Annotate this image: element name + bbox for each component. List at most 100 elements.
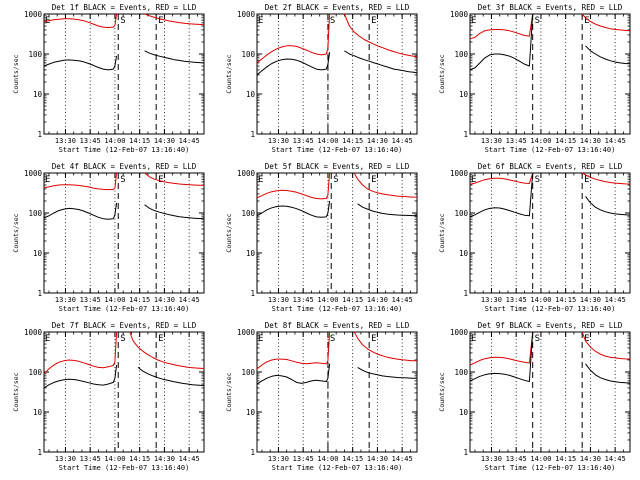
series-line-events: [357, 203, 418, 217]
y-tick-label: 1000: [24, 10, 43, 19]
x-axis-label: Start Time (12-Feb-07 13:16:40): [59, 464, 190, 472]
x-axis-label: Start Time (12-Feb-07 13:16:40): [485, 305, 616, 313]
series-line-events: [469, 172, 534, 218]
x-tick-label: 13:45: [506, 137, 527, 145]
marker-label: S: [120, 175, 125, 185]
x-tick-label: 14:45: [605, 137, 626, 145]
x-tick-label: 14:15: [342, 137, 363, 145]
x-tick-label: 13:30: [481, 137, 502, 145]
x-tick-label: 14:00: [317, 296, 338, 304]
series-line-events: [43, 55, 118, 71]
panel-title: Det 7f BLACK = Events, RED = LLD: [52, 321, 197, 330]
series-line-lld: [129, 331, 205, 369]
y-axis-label: Counts/sec: [12, 213, 20, 252]
panel-title: Det 5f BLACK = Events, RED = LLD: [265, 162, 410, 171]
x-tick-label: 14:30: [367, 455, 388, 463]
x-tick-label: 14:00: [317, 455, 338, 463]
panel-title: Det 4f BLACK = Events, RED = LLD: [52, 162, 197, 171]
x-tick-label: 14:30: [580, 296, 601, 304]
marker-label: S: [535, 175, 540, 185]
marker-label: E: [471, 16, 476, 26]
series-line-lld: [353, 172, 417, 198]
marker-label: E: [371, 175, 376, 185]
y-tick-label: 100: [28, 209, 42, 218]
y-tick-label: 1000: [237, 328, 256, 337]
x-tick-label: 13:30: [55, 296, 76, 304]
x-axis-label: Start Time (12-Feb-07 13:16:40): [485, 146, 616, 154]
y-tick-label: 100: [241, 50, 255, 59]
x-tick-label: 14:45: [179, 455, 200, 463]
y-tick-label: 1000: [450, 169, 469, 178]
series-line-events: [144, 50, 205, 64]
marker-label: E: [158, 334, 163, 344]
panel-3: Det 3f BLACK = Events, RED = LLD 1000 100 1…: [438, 3, 631, 154]
marker-label: E: [45, 175, 50, 185]
x-tick-label: 14:30: [154, 296, 175, 304]
series-line-lld: [43, 13, 118, 28]
y-axis-label: Counts/sec: [225, 213, 233, 252]
panel-title: Det 3f BLACK = Events, RED = LLD: [478, 3, 623, 12]
series-line-lld: [353, 331, 418, 362]
series-line-lld: [43, 331, 118, 375]
series-line-lld: [469, 13, 534, 40]
panel-title: Det 1f BLACK = Events, RED = LLD: [52, 3, 197, 12]
y-tick-label: 1: [37, 130, 42, 139]
y-tick-label: 100: [241, 209, 255, 218]
y-tick-label: 100: [454, 50, 468, 59]
x-tick-label: 14:00: [104, 455, 125, 463]
plot-frame: [43, 172, 205, 294]
panel-5: Det 5f BLACK = Events, RED = LLD 1000 100 1…: [225, 162, 418, 313]
y-tick-label: 1: [250, 130, 255, 139]
x-tick-label: 13:45: [80, 137, 101, 145]
y-axis-label: Counts/sec: [225, 372, 233, 411]
x-axis-label: Start Time (12-Feb-07 13:16:40): [485, 464, 616, 472]
series-line-events: [43, 364, 118, 389]
y-tick-label: 1000: [24, 328, 43, 337]
y-axis-label: Counts/sec: [12, 54, 20, 93]
x-axis-label: Start Time (12-Feb-07 13:16:40): [272, 305, 403, 313]
x-tick-label: 13:30: [55, 455, 76, 463]
y-axis-label: Counts/sec: [438, 213, 446, 252]
series-line-lld: [469, 331, 534, 366]
x-tick-label: 14:15: [555, 137, 576, 145]
series-line-events: [137, 367, 205, 386]
marker-label: E: [258, 175, 263, 185]
marker-label: E: [258, 16, 263, 26]
x-tick-label: 14:45: [605, 455, 626, 463]
marker-label: E: [371, 16, 376, 26]
marker-label: S: [120, 16, 125, 26]
y-tick-label: 1000: [237, 10, 256, 19]
marker-label: S: [330, 334, 335, 344]
panel-8: Det 8f BLACK = Events, RED = LLD 1000 100 1…: [225, 321, 418, 472]
x-tick-label: 13:45: [293, 137, 314, 145]
series-line-events: [256, 363, 331, 385]
marker-label: S: [330, 16, 335, 26]
x-tick-label: 13:45: [80, 455, 101, 463]
panel-title: Det 2f BLACK = Events, RED = LLD: [265, 3, 410, 12]
marker-label: E: [45, 334, 50, 344]
y-tick-label: 100: [454, 209, 468, 218]
y-tick-label: 10: [246, 90, 256, 99]
x-tick-label: 13:45: [506, 455, 527, 463]
x-tick-label: 14:45: [605, 296, 626, 304]
x-tick-label: 13:45: [293, 296, 314, 304]
marker-label: E: [258, 334, 263, 344]
series-line-lld: [256, 13, 331, 64]
series-line-events: [256, 52, 331, 76]
x-tick-label: 13:30: [268, 296, 289, 304]
x-tick-label: 14:15: [129, 455, 150, 463]
y-tick-label: 10: [33, 408, 43, 417]
series-line-events: [469, 331, 534, 382]
x-tick-label: 14:45: [179, 137, 200, 145]
x-tick-label: 14:30: [154, 455, 175, 463]
x-axis-label: Start Time (12-Feb-07 13:16:40): [272, 146, 403, 154]
plot-frame: [43, 331, 205, 453]
series-line-events: [357, 366, 417, 379]
x-tick-label: 14:15: [555, 296, 576, 304]
x-tick-label: 13:30: [481, 296, 502, 304]
y-tick-label: 10: [246, 408, 256, 417]
y-tick-label: 1: [463, 289, 468, 298]
y-tick-label: 1000: [450, 328, 469, 337]
y-tick-label: 1: [463, 448, 468, 457]
series-line-events: [344, 50, 418, 74]
